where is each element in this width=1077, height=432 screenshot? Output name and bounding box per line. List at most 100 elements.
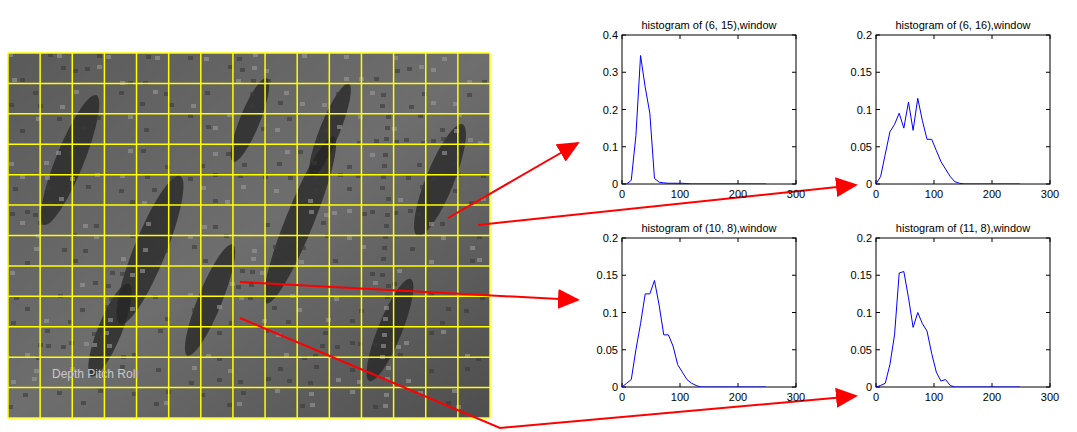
y-tick [1046, 72, 1050, 73]
histogram-panel: histogram of (6, 16),window010020030000.… [851, 19, 1060, 200]
texture [442, 151, 447, 155]
texture [314, 188, 319, 192]
texture [203, 259, 208, 263]
texture [313, 177, 318, 181]
histogram-panel: histogram of (10, 8),window010020030000.… [597, 222, 806, 403]
texture [98, 389, 103, 393]
texture [358, 115, 363, 119]
y-tick [1046, 275, 1050, 276]
plot-frame [876, 35, 1050, 184]
texture [326, 116, 331, 120]
x-tick [1050, 383, 1051, 387]
texture [110, 271, 115, 275]
texture [334, 297, 339, 301]
texture [383, 153, 388, 157]
texture [25, 307, 30, 311]
y-tick [1046, 184, 1050, 185]
texture [287, 117, 292, 121]
texture [107, 344, 112, 348]
texture [441, 137, 446, 141]
texture [350, 319, 355, 323]
texture [83, 224, 88, 228]
texture [236, 79, 241, 83]
y-tick-label: 0.15 [851, 66, 872, 78]
texture [46, 344, 51, 348]
texture [308, 381, 313, 385]
texture [217, 331, 222, 335]
texture [410, 247, 415, 251]
texture [405, 285, 410, 289]
texture [141, 149, 146, 153]
texture [108, 318, 113, 322]
texture [251, 257, 256, 261]
figure: Depth Pitch Rollhistogram of (6, 15),win… [0, 0, 1077, 432]
panel-title: histogram of (6, 16),window [895, 19, 1030, 31]
x-tick-label: 100 [671, 188, 689, 200]
texture [273, 245, 278, 249]
texture [20, 221, 25, 225]
y-tick [1046, 387, 1050, 388]
texture [312, 161, 317, 165]
texture [384, 224, 389, 228]
texture [286, 320, 291, 324]
texture [61, 66, 66, 70]
x-tick [992, 383, 993, 387]
texture [45, 176, 50, 180]
y-tick [876, 109, 880, 110]
texture [314, 365, 319, 369]
texture [287, 379, 292, 383]
texture [344, 55, 349, 59]
texture [121, 257, 126, 261]
texture [11, 321, 16, 325]
x-tick [934, 383, 935, 387]
histogram-line [876, 272, 1020, 387]
texture [241, 391, 246, 395]
texture [336, 92, 341, 96]
texture [373, 281, 378, 285]
grid-line [8, 296, 490, 298]
grid-line [8, 174, 490, 176]
texture [143, 248, 148, 252]
x-tick [738, 383, 739, 387]
texture [309, 210, 314, 214]
texture [188, 114, 193, 118]
x-tick [738, 35, 739, 39]
plot-area [876, 98, 1020, 184]
texture [169, 103, 174, 107]
texture [465, 367, 470, 371]
texture [120, 272, 125, 276]
y-tick [622, 35, 626, 36]
texture [146, 55, 151, 59]
texture [274, 189, 279, 193]
x-tick [680, 238, 681, 242]
texture [320, 344, 325, 348]
texture [477, 258, 482, 262]
texture [405, 119, 476, 241]
texture [336, 378, 341, 382]
texture [119, 189, 124, 193]
x-tick [992, 180, 993, 184]
texture [130, 200, 135, 204]
texture [10, 271, 15, 275]
texture [224, 75, 276, 166]
texture [347, 187, 352, 191]
texture [57, 117, 62, 121]
texture [347, 236, 352, 240]
x-tick [796, 180, 797, 184]
texture [470, 246, 475, 250]
texture [266, 377, 271, 381]
grid-line [8, 204, 490, 206]
texture [12, 78, 17, 82]
texture [20, 175, 25, 179]
y-tick [622, 312, 626, 313]
texture [9, 162, 14, 166]
y-tick [792, 275, 796, 276]
texture [386, 284, 391, 288]
x-tick [876, 238, 877, 242]
y-tick [1046, 146, 1050, 147]
texture [337, 125, 342, 129]
texture [153, 90, 158, 94]
texture [350, 368, 355, 372]
texture [440, 128, 445, 132]
x-tick-label: 0 [619, 391, 625, 403]
